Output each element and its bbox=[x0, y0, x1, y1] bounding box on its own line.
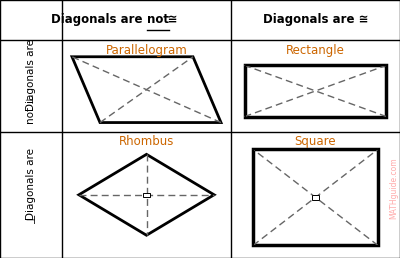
Text: Diagonals are: Diagonals are bbox=[26, 148, 36, 221]
Text: Diagonals are: Diagonals are bbox=[26, 39, 36, 111]
Bar bbox=[143, 193, 150, 197]
Text: not ⊥: not ⊥ bbox=[26, 94, 36, 124]
Bar bbox=[244, 65, 386, 117]
Bar bbox=[312, 195, 319, 200]
Text: not: not bbox=[146, 13, 168, 27]
Text: Diagonals are: Diagonals are bbox=[51, 13, 146, 27]
Text: ⊥: ⊥ bbox=[24, 213, 38, 223]
Polygon shape bbox=[79, 154, 214, 235]
Text: Rhombus: Rhombus bbox=[119, 135, 174, 148]
Text: Rectangle: Rectangle bbox=[286, 44, 345, 57]
Text: Parallelogram: Parallelogram bbox=[106, 44, 187, 57]
Text: Square: Square bbox=[295, 135, 336, 148]
Text: ≅: ≅ bbox=[147, 13, 178, 27]
Text: Diagonals are ≅: Diagonals are ≅ bbox=[263, 13, 368, 27]
Text: MATHguide.com: MATHguide.com bbox=[390, 158, 398, 219]
Polygon shape bbox=[72, 57, 221, 123]
Bar bbox=[253, 149, 378, 245]
